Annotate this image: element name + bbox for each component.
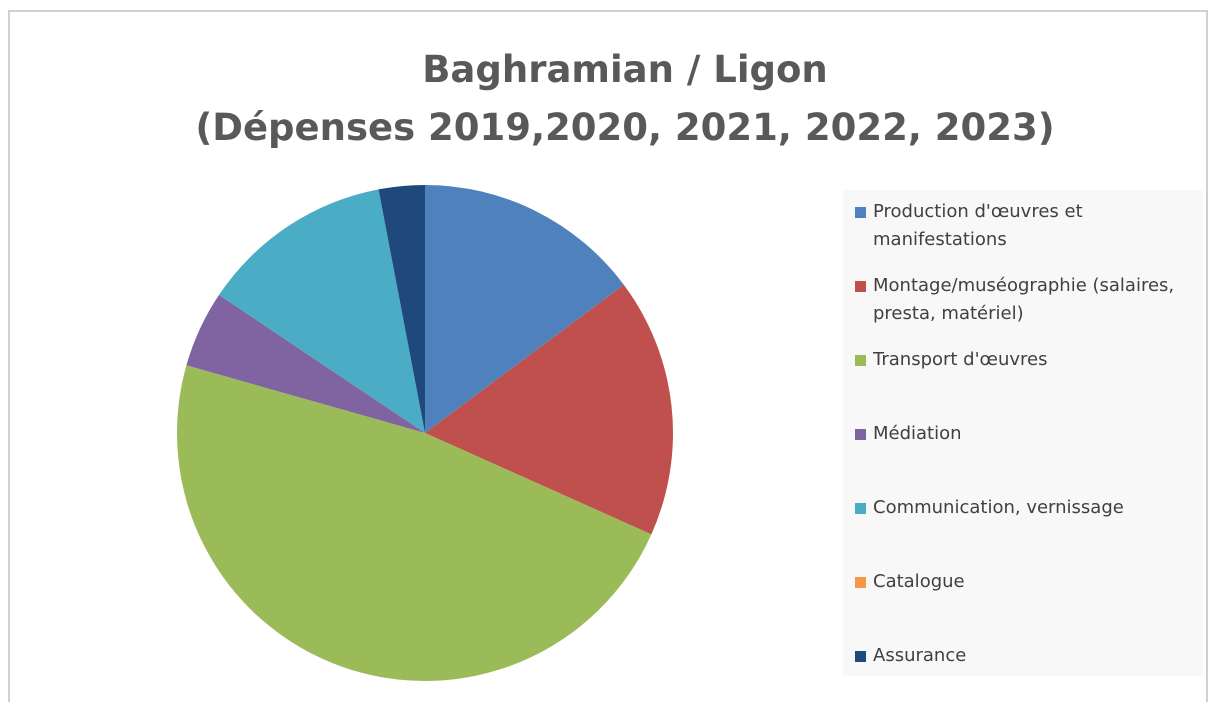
pie-slice [378,185,425,433]
pie-slice [219,189,425,433]
legend-swatch [855,577,866,588]
chart-title: (Dépenses 2019,2020, 2021, 2022, 2023) [195,106,1054,149]
legend-swatch [855,207,866,218]
legend-entry: Production d'œuvres et manifestations [853,198,1198,254]
legend-entry: Montage/muséographie (salaires, presta, … [853,272,1198,328]
pie-slice [425,185,624,433]
legend-swatch [855,355,866,366]
legend-label: Montage/muséographie (salaires, presta, … [873,275,1175,324]
legend-entry: Transport d'œuvres [853,346,1198,374]
pie-slice [378,189,425,433]
legend-label: Catalogue [873,571,965,592]
legend-label: Transport d'œuvres [873,349,1048,370]
legend-label: Médiation [873,423,962,444]
legend-entry: Catalogue [853,568,1198,596]
pie-slice [177,365,652,681]
legend-swatch [855,281,866,292]
chart-title: Baghramian / Ligon [422,48,828,91]
pie-slice [186,294,425,433]
legend-entry: Communication, vernissage [853,494,1198,522]
pie-slice [425,284,673,535]
legend: Production d'œuvres et manifestations Mon… [843,190,1203,676]
legend-swatch [855,503,866,514]
legend-label: Production d'œuvres et manifestations [873,201,1083,250]
chart-frame [8,10,1208,702]
legend-label: Communication, vernissage [873,497,1124,518]
legend-label: Assurance [873,645,967,666]
legend-swatch [855,651,866,662]
legend-entry: Médiation [853,420,1198,448]
legend-entry: Assurance [853,642,1198,670]
legend-swatch [855,429,866,440]
